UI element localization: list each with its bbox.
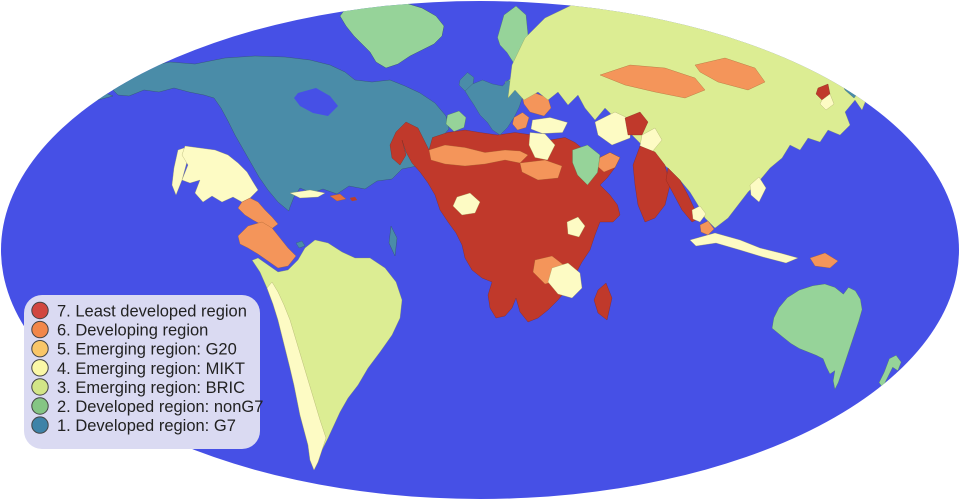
svg-text:2. Developed region: nonG7: 2. Developed region: nonG7 xyxy=(57,398,263,416)
svg-text:4. Emerging region: MIKT: 4. Emerging region: MIKT xyxy=(57,360,245,378)
svg-text:6. Developing region: 6. Developing region xyxy=(57,322,208,340)
svg-text:3. Emerging region: BRIC: 3. Emerging region: BRIC xyxy=(57,379,245,397)
svg-text:1. Developed region: G7: 1. Developed region: G7 xyxy=(57,417,236,435)
svg-text:7. Least developed region: 7. Least developed region xyxy=(57,303,247,321)
svg-text:5. Emerging region: G20: 5. Emerging region: G20 xyxy=(57,341,237,359)
